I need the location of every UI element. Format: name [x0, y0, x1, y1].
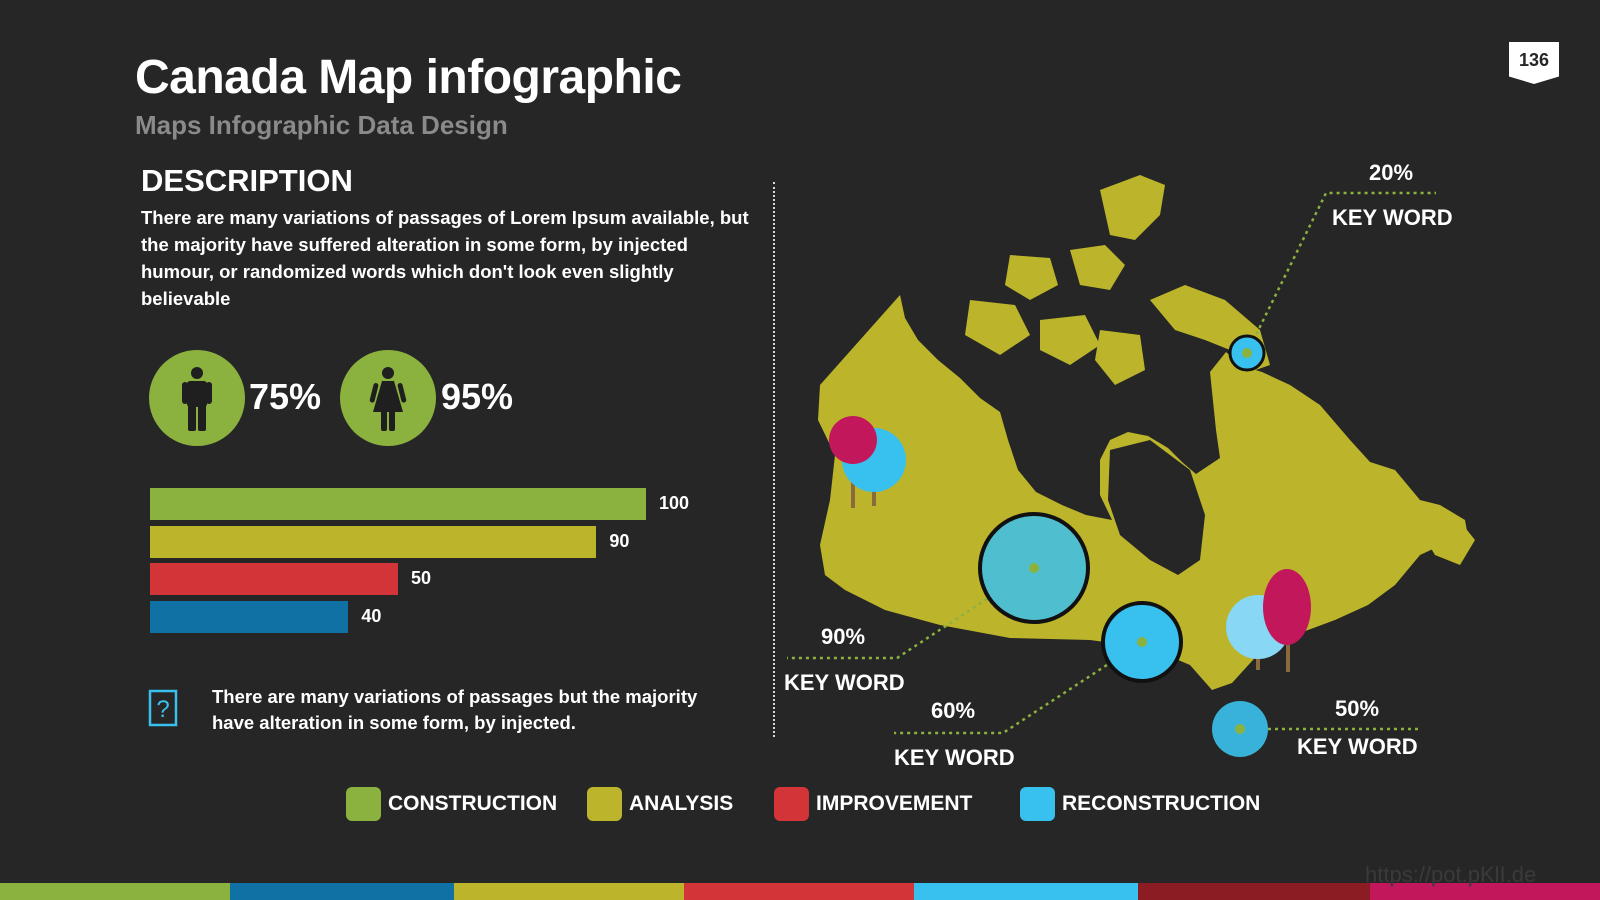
legend-swatch-construction — [346, 787, 381, 821]
callout-90-percent: 90% — [821, 624, 866, 649]
page-title: Canada Map infographic — [135, 51, 682, 104]
footer-stripe-olive — [454, 883, 684, 900]
bar-100 — [150, 488, 646, 520]
page-subtitle: Maps Infographic Data Design — [135, 110, 508, 140]
description-body: There are many variations of passages of… — [141, 207, 749, 309]
male-person-icon — [182, 367, 212, 431]
callout-lines — [787, 191, 1436, 735]
bar-value-label: 90 — [609, 530, 630, 551]
footer-stripe-green — [0, 883, 230, 900]
description-heading: DESCRIPTION — [141, 163, 353, 198]
bar-50 — [150, 563, 398, 595]
newfoundland — [1420, 505, 1475, 565]
arctic-island-1 — [1100, 175, 1165, 240]
legend-item-analysis: ANALYSIS — [587, 787, 733, 821]
svg-text:?: ? — [156, 696, 169, 723]
horizontal-bar-chart: 100 90 50 40 — [150, 488, 770, 638]
legend-swatch-improvement — [774, 787, 809, 821]
male-percentage: 75% — [249, 376, 322, 417]
callout-50-percent: 50% — [1335, 696, 1380, 721]
callout-60-keyword: KEY WORD — [894, 745, 1015, 770]
watermark-text: https://pot.pKlI.de — [1365, 862, 1537, 887]
legend-label-analysis: ANALYSIS — [629, 792, 734, 815]
bar-value-label: 40 — [361, 605, 382, 626]
east-trees — [1226, 569, 1311, 672]
legend-swatch-reconstruction — [1020, 787, 1055, 821]
footer-stripe-red — [684, 883, 914, 900]
male-stat-circle — [149, 350, 245, 446]
question-mark-icon: ? — [148, 689, 178, 727]
note-text: There are many variations of passages bu… — [212, 686, 698, 733]
legend-label-improvement: IMPROVEMENT — [816, 792, 973, 815]
callout-60-percent: 60% — [931, 698, 976, 723]
callout-90-keyword: KEY WORD — [784, 670, 905, 695]
callout-50-keyword: KEY WORD — [1297, 734, 1418, 759]
hudson-bay — [1108, 440, 1205, 575]
footer-stripe-cyan — [914, 883, 1138, 900]
female-stat-circle — [340, 350, 436, 446]
legend-label-reconstruction: RECONSTRUCTION — [1062, 792, 1261, 815]
canada-map — [787, 175, 1475, 757]
legend-swatch-analysis — [587, 787, 622, 821]
bar-value-label: 50 — [411, 568, 432, 588]
legend-label-construction: CONSTRUCTION — [388, 792, 558, 815]
legend-item-construction: CONSTRUCTION — [346, 787, 557, 821]
footer-stripe-blue — [230, 883, 454, 900]
footer-stripe-magenta — [1370, 883, 1600, 900]
west-trees — [829, 416, 906, 508]
callout-20-percent: 20% — [1369, 160, 1414, 185]
vertical-divider — [773, 182, 775, 737]
arctic-island-2 — [1070, 245, 1125, 290]
bar-90 — [150, 525, 597, 558]
female-person-icon — [369, 367, 407, 431]
legend-item-improvement: IMPROVEMENT — [774, 787, 972, 821]
page-number-badge: 136 — [1509, 42, 1559, 84]
arctic-island-6 — [1095, 330, 1145, 385]
arctic-island-4 — [965, 300, 1030, 355]
callout-20-keyword: KEY WORD — [1332, 205, 1453, 230]
arctic-island-3 — [1005, 255, 1058, 300]
arctic-island-5 — [1040, 315, 1100, 365]
legend-item-reconstruction: RECONSTRUCTION — [1020, 787, 1260, 821]
bar-value-label: 100 — [659, 493, 690, 513]
footer-stripe-darkred — [1138, 883, 1370, 900]
female-percentage: 95% — [441, 376, 514, 417]
bar-40 — [150, 600, 349, 633]
